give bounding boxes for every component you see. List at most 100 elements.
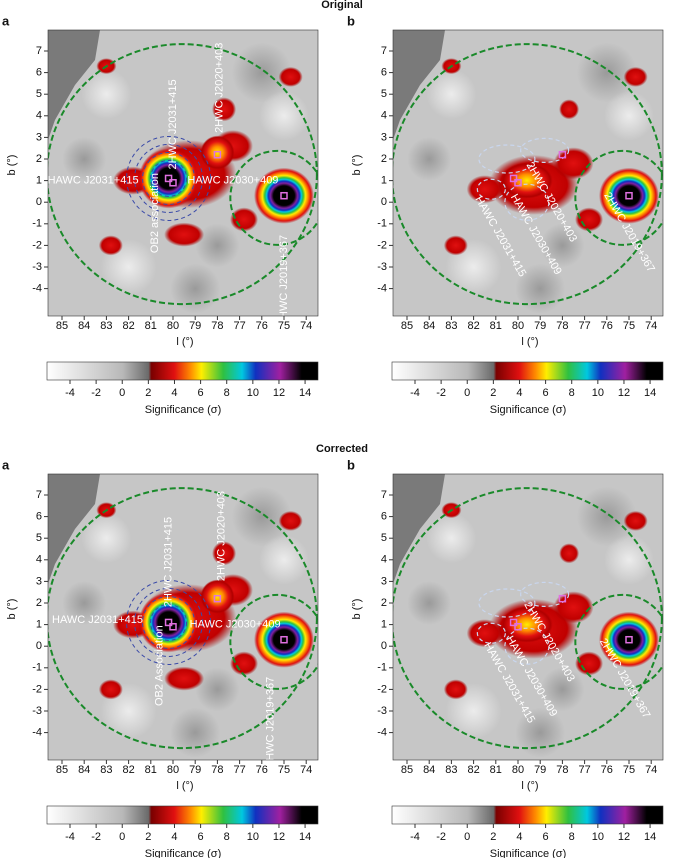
background-fluctuation [576,486,637,547]
emission [278,510,303,531]
colorbar-label: Significance (σ) [145,848,221,858]
colorbar-tick-label: -2 [91,387,101,399]
y-tick-label: -2 [32,683,42,695]
emission [466,175,503,204]
colorbar-label: Significance (σ) [145,404,221,416]
y-tick-label: 5 [381,532,387,544]
y-tick-label: 2 [36,597,42,609]
x-tick-label: 75 [623,320,635,332]
y-tick-label: 5 [36,88,42,100]
background-fluctuation [407,137,452,181]
panel-label: b [347,13,355,28]
x-tick-label: 74 [300,764,312,776]
colorbar-tick-label: -4 [410,387,420,399]
region-circle [393,43,663,306]
x-tick-label: 75 [623,764,635,776]
emission [200,579,235,614]
panel-label: a [2,13,10,28]
y-tick-label: 6 [36,67,42,79]
x-tick-label: 83 [445,764,457,776]
contour [476,178,506,200]
x-tick-label: 80 [512,320,524,332]
emission [212,97,237,122]
x-tick-label: 80 [512,764,524,776]
colorbar-tick-label: 14 [299,831,311,843]
background-fluctuation [62,137,107,181]
source-marker [169,623,177,631]
source-label: HAWC J2031+415 [52,614,143,626]
colorbar-tick-label: 2 [145,831,151,843]
x-tick-label: 85 [56,320,68,332]
y-tick-label: 1 [36,619,42,631]
source-label: HAWC J2031+415 [48,175,139,187]
source-marker [280,635,288,644]
y-axis-label: b (°) [6,599,18,620]
x-tick-label: 79 [534,764,546,776]
background-fluctuation [604,534,654,585]
source-label: OB2 association [149,173,161,253]
x-axis-label: l (°) [176,780,193,792]
y-tick-label: 1 [36,175,42,187]
x-tick-label: 76 [256,764,268,776]
emission [98,679,123,700]
y-tick-label: -3 [32,705,42,717]
colorbar-tick-label: 8 [224,387,230,399]
x-axis-label: l (°) [176,336,193,348]
region-circle [229,149,318,246]
y-tick-label: 4 [36,554,42,566]
x-tick-label: 82 [122,764,134,776]
colorbar [391,361,664,381]
emission [164,666,205,691]
x-tick-label: 78 [211,764,223,776]
x-tick-label: 79 [189,320,201,332]
x-tick-label: 81 [145,320,157,332]
emission [230,651,259,676]
emission [443,679,468,700]
x-tick-label: 80 [167,320,179,332]
x-tick-label: 84 [78,764,90,776]
background-fluctuation [407,581,452,625]
colorbar-tick-label: 4 [171,831,177,843]
source-marker [514,179,522,187]
y-tick-label: -3 [377,261,387,273]
region-circle [48,43,318,306]
colorbar-tick-label: 10 [247,831,259,843]
x-axis-label: l (°) [521,780,538,792]
emission [98,235,123,256]
emission [164,222,205,247]
x-tick-label: 76 [601,320,613,332]
x-tick-label: 77 [233,320,245,332]
source-label: 2HWC J2031+415 [162,517,174,607]
colorbar-label: Significance (σ) [490,404,566,416]
y-tick-label: -2 [377,239,387,251]
colorbar-tick-label: 6 [543,831,549,843]
y-tick-label: 5 [381,88,387,100]
background-fluctuation [604,90,654,141]
colorbar-tick-label: 10 [247,387,259,399]
x-tick-label: 85 [56,764,68,776]
x-tick-label: 85 [401,320,413,332]
emission [559,99,580,120]
y-tick-label: -3 [32,261,42,273]
y-tick-label: 6 [381,511,387,523]
y-tick-label: -1 [377,218,387,230]
source-marker [213,594,222,603]
region-circle [48,487,318,750]
emission [500,162,553,199]
y-axis-label: b (°) [351,599,363,620]
y-tick-label: 2 [381,153,387,165]
no-coverage [48,474,100,584]
colorbar-tick-label: 12 [618,831,630,843]
region-circle [229,593,318,690]
source-core [599,167,659,224]
no-coverage [48,30,100,140]
x-tick-label: 81 [145,764,157,776]
colorbar-tick-label: 8 [224,831,230,843]
sky-map: 2HWC J2031+415 2HWC J2020+403 HAWC J2031+4… [48,30,318,316]
colorbar-tick-label: 10 [592,387,604,399]
y-tick-label: 3 [381,575,387,587]
colorbar-tick-label: 8 [569,831,575,843]
colorbar [391,805,664,825]
colorbar-tick-label: 6 [198,387,204,399]
